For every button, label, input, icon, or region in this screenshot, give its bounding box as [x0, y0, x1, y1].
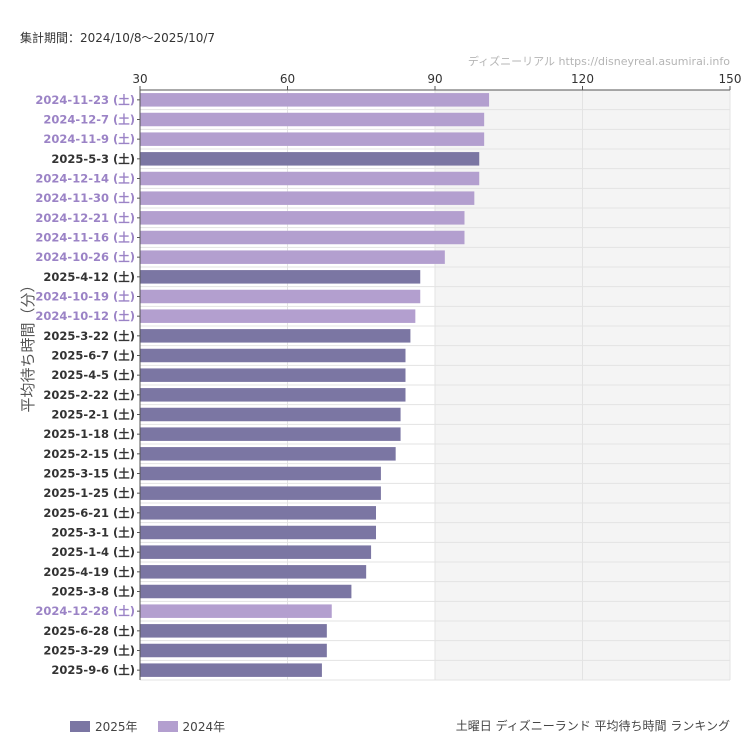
bar — [140, 486, 381, 500]
y-tick-label: 2024-10-26 (土) — [35, 250, 135, 264]
y-tick-label: 2025-4-12 (土) — [43, 270, 135, 284]
bar — [140, 506, 376, 520]
y-tick-label: 2025-6-7 (土) — [51, 349, 135, 363]
y-tick-label: 2025-6-28 (土) — [43, 624, 135, 638]
y-tick-label: 2025-6-21 (土) — [43, 506, 135, 520]
bar — [140, 388, 406, 402]
y-tick-label: 2024-11-16 (土) — [35, 231, 135, 245]
bar — [140, 663, 322, 677]
bar — [140, 250, 445, 264]
x-tick-label: 90 — [427, 72, 442, 86]
bar — [140, 643, 327, 658]
y-tick-label: 2025-3-1 (土) — [51, 526, 135, 540]
bar — [140, 112, 485, 127]
bar — [140, 584, 352, 599]
y-tick-label: 2024-12-21 (土) — [35, 211, 135, 225]
x-tick-label: 120 — [571, 72, 594, 86]
bar — [140, 211, 465, 225]
y-tick-label: 2025-2-22 (土) — [43, 388, 135, 402]
y-tick-label: 2024-12-7 (土) — [43, 113, 135, 127]
bar — [140, 407, 401, 422]
bar — [140, 171, 480, 186]
legend-label-2024: 2024年 — [182, 720, 226, 734]
y-tick-label: 2024-11-23 (土) — [35, 93, 135, 107]
bar — [140, 191, 475, 205]
x-tick-label: 60 — [280, 72, 295, 86]
bar — [140, 230, 465, 245]
y-tick-label: 2025-1-25 (土) — [43, 486, 135, 500]
site-credit: ディズニーリアル https://disneyreal.asumirai.inf… — [467, 55, 730, 68]
y-tick-label: 2024-10-19 (土) — [35, 290, 135, 304]
bar — [140, 427, 401, 441]
y-tick-label: 2025-1-18 (土) — [43, 427, 135, 441]
y-tick-label: 2024-11-9 (土) — [43, 132, 135, 146]
y-tick-label: 2025-4-5 (土) — [51, 368, 135, 382]
bar — [140, 348, 406, 363]
legend-swatch-2025 — [70, 721, 90, 732]
y-tick-label: 2025-2-15 (土) — [43, 447, 135, 461]
bar — [140, 624, 327, 638]
chart-legend: 2025年 2024年 — [70, 718, 245, 735]
bar — [140, 152, 480, 166]
bar — [140, 329, 411, 343]
bar — [140, 565, 367, 579]
bar — [140, 466, 381, 481]
legend-item-2024: 2024年 — [157, 718, 226, 735]
y-tick-label: 2025-4-19 (土) — [43, 565, 135, 579]
y-tick-label: 2025-3-8 (土) — [51, 585, 135, 599]
y-tick-label: 2025-3-29 (土) — [43, 644, 135, 658]
bar — [140, 93, 490, 107]
y-tick-label: 2024-11-30 (土) — [35, 191, 135, 205]
y-tick-label: 2025-1-4 (土) — [51, 545, 135, 559]
legend-swatch-2024 — [157, 721, 178, 732]
bar — [140, 270, 421, 284]
bar — [140, 309, 416, 323]
bar — [140, 368, 406, 382]
y-tick-label: 2024-10-12 (土) — [35, 309, 135, 323]
y-axis-title: 平均待ち時間（分） — [19, 277, 37, 412]
y-tick-label: 2025-5-3 (土) — [51, 152, 135, 166]
legend-label-2025: 2025年 — [95, 720, 138, 734]
legend-item-2025: 2025年 — [70, 718, 138, 735]
bar — [140, 289, 421, 304]
bar — [140, 525, 376, 540]
chart-footer-title: 土曜日 ディズニーランド 平均待ち時間 ランキング — [455, 719, 730, 733]
y-tick-label: 2025-2-1 (土) — [51, 408, 135, 422]
period-label: 集計期間：2024/10/8〜2025/10/7 — [20, 31, 216, 45]
y-tick-label: 2024-12-28 (土) — [35, 604, 135, 618]
bar — [140, 545, 372, 559]
bar — [140, 132, 485, 146]
bar — [140, 604, 332, 618]
bar — [140, 447, 396, 461]
y-tick-label: 2025-3-15 (土) — [43, 467, 135, 481]
x-tick-label: 150 — [719, 72, 742, 86]
y-tick-label: 2024-12-14 (土) — [35, 172, 135, 186]
y-tick-label: 2025-3-22 (土) — [43, 329, 135, 343]
x-tick-label: 30 — [132, 72, 147, 86]
y-tick-label: 2025-9-6 (土) — [51, 663, 135, 677]
